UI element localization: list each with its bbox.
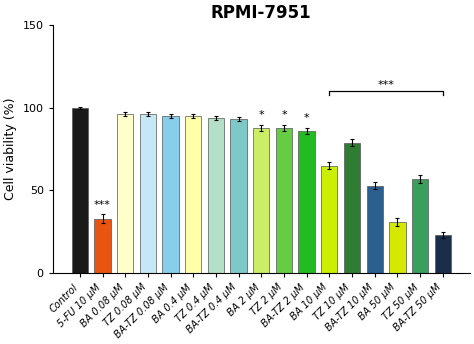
Text: ***: *** bbox=[94, 200, 111, 209]
Text: *: * bbox=[281, 110, 287, 120]
Bar bbox=[299, 131, 315, 273]
Bar bbox=[412, 179, 428, 273]
Bar bbox=[117, 115, 133, 273]
Bar bbox=[276, 128, 292, 273]
Bar bbox=[435, 235, 451, 273]
Bar bbox=[72, 108, 88, 273]
Bar bbox=[230, 119, 247, 273]
Bar bbox=[208, 118, 224, 273]
Text: ***: *** bbox=[378, 79, 394, 89]
Text: *: * bbox=[304, 113, 310, 123]
Bar bbox=[344, 142, 360, 273]
Bar bbox=[140, 115, 156, 273]
Y-axis label: Cell viability (%): Cell viability (%) bbox=[4, 98, 17, 201]
Bar bbox=[253, 128, 269, 273]
Bar bbox=[321, 166, 337, 273]
Bar bbox=[94, 218, 111, 273]
Bar bbox=[366, 185, 383, 273]
Text: *: * bbox=[258, 110, 264, 120]
Bar bbox=[389, 222, 406, 273]
Bar bbox=[185, 116, 201, 273]
Title: RPMI-7951: RPMI-7951 bbox=[211, 4, 311, 22]
Bar bbox=[163, 116, 179, 273]
